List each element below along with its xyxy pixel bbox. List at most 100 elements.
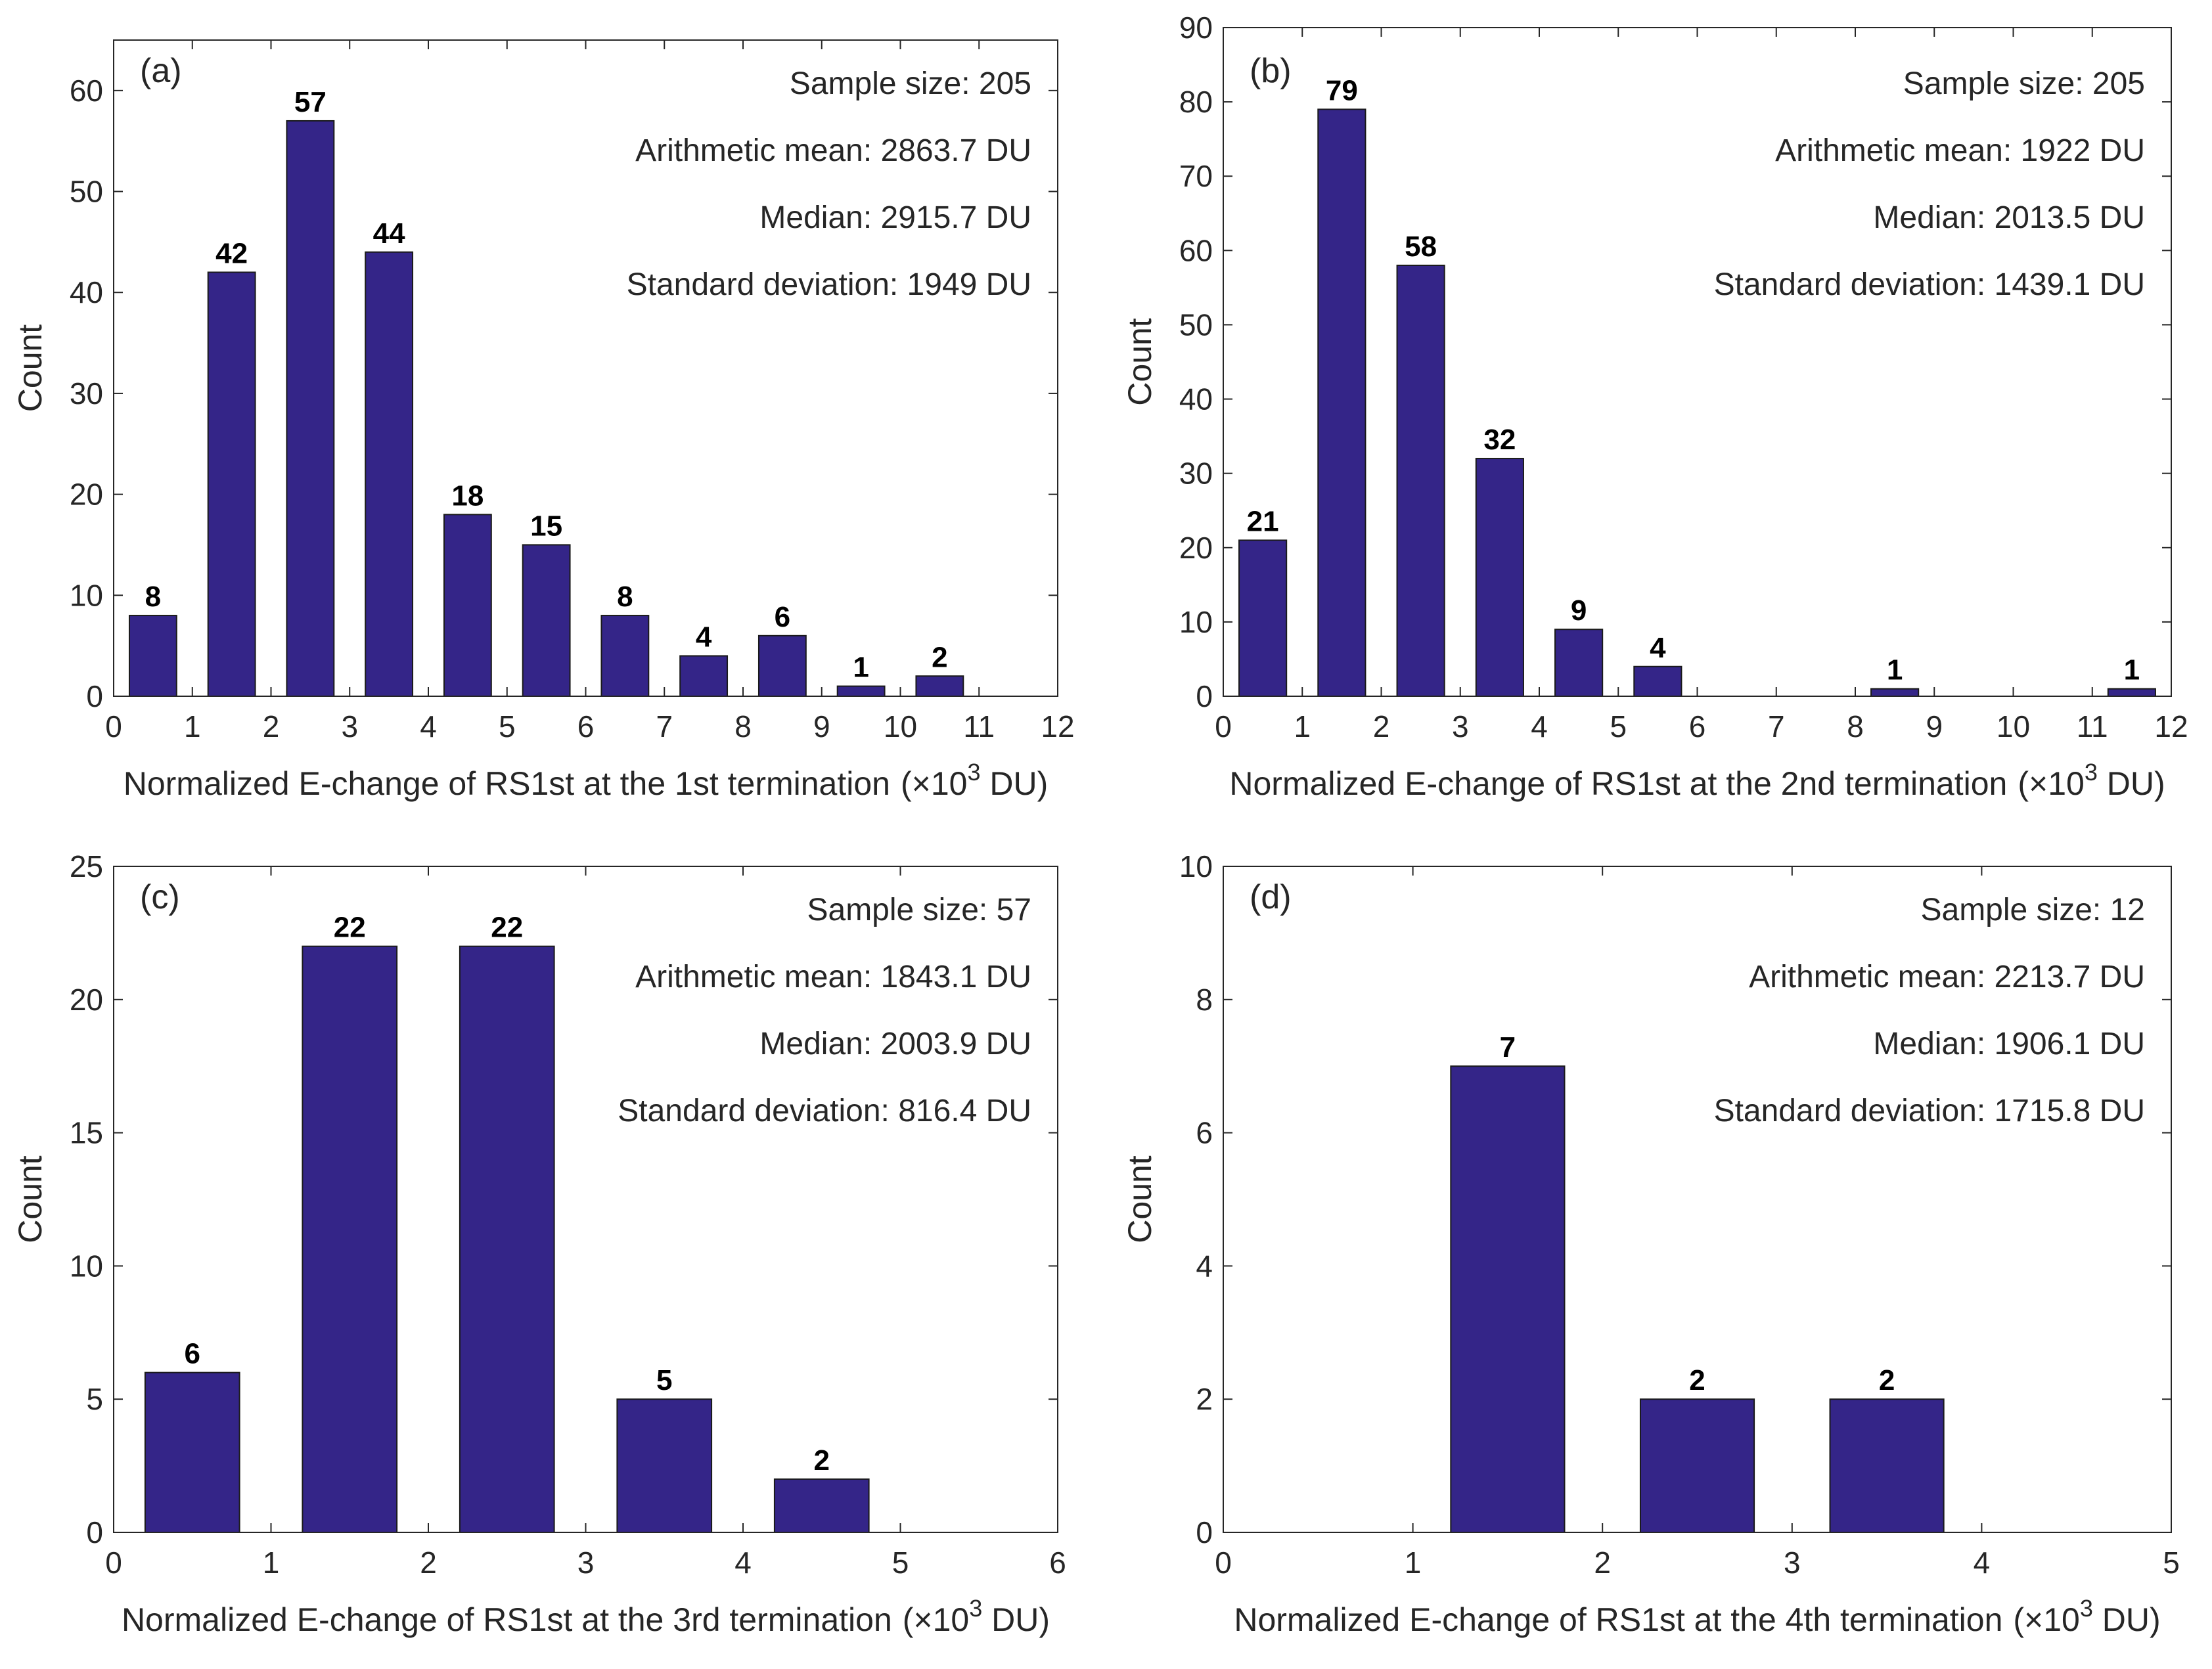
x-axis-unit-prefix: (×10 [901, 765, 967, 802]
y-tick-label: 50 [1179, 307, 1213, 342]
x-axis-unit-exponent: 3 [2085, 759, 2098, 786]
bar-value-label: 22 [491, 912, 523, 944]
panel-label: (b) [1250, 52, 1292, 90]
stat-line: Arithmetic mean: 2863.7 DU [635, 133, 1031, 168]
x-tick-label: 2 [263, 709, 280, 744]
stat-line: Median: 1906.1 DU [1873, 1027, 2145, 1061]
y-tick-label: 30 [1179, 456, 1213, 491]
x-axis-label: Normalized E-change of RS1st at the 4th … [1234, 1595, 2160, 1638]
x-tick-label: 10 [1997, 709, 2030, 744]
x-tick-label: 6 [1689, 709, 1706, 744]
bar-value-label: 21 [1247, 505, 1279, 537]
x-tick-label: 1 [1294, 709, 1311, 744]
bars-group: 8 42 57 44 18 15 8 4 6 1 2 [128, 86, 964, 698]
x-axis-unit-suffix: DU) [2093, 1601, 2161, 1638]
x-tick-label: 10 [884, 709, 917, 744]
x-tick-label: 5 [2163, 1546, 2180, 1580]
y-tick-label: 70 [1179, 159, 1213, 193]
histogram-bar [443, 514, 492, 697]
x-tick-label: 0 [1215, 1546, 1232, 1580]
y-tick-label: 40 [1179, 382, 1213, 416]
y-tick-label: 0 [1196, 1515, 1213, 1549]
bar-value-label: 2 [814, 1444, 830, 1477]
y-tick-label: 50 [70, 175, 103, 209]
histogram-bar [600, 615, 650, 697]
histogram-bar [1639, 1398, 1755, 1533]
y-tick-label: 10 [1179, 849, 1213, 883]
x-tick-label: 8 [1847, 709, 1864, 744]
histogram-bar [207, 271, 256, 697]
bar-value-label: 4 [1650, 632, 1666, 664]
bar-value-label: 2 [1879, 1364, 1895, 1396]
x-tick-label: 5 [892, 1546, 909, 1580]
y-ticks: 0 10 20 30 40 50 60 70 80 90 [1179, 11, 2171, 713]
stats-block: Sample size: 57 Arithmetic mean: 1843.1 D… [618, 893, 1031, 1128]
stat-line: Arithmetic mean: 2213.7 DU [1749, 960, 2145, 994]
x-tick-label: 2 [420, 1546, 437, 1580]
y-axis-label: Count [1121, 318, 1158, 406]
histogram-bar [1554, 629, 1604, 698]
bar-value-label: 8 [145, 581, 161, 613]
axes-box [1223, 866, 2172, 1533]
stat-line: Median: 2013.5 DU [1873, 200, 2145, 235]
bar-value-label: 8 [617, 581, 633, 613]
x-tick-label: 9 [813, 709, 830, 744]
x-tick-label: 3 [1784, 1546, 1801, 1580]
stat-line: Sample size: 12 [1920, 893, 2145, 927]
y-tick-label: 10 [70, 1249, 103, 1283]
panel-label: (a) [140, 52, 182, 90]
bar-value-label: 1 [853, 652, 869, 684]
bar-value-label: 1 [2124, 654, 2140, 686]
x-tick-label: 1 [1405, 1546, 1422, 1580]
bar-value-label: 44 [373, 217, 405, 250]
x-axis-unit-prefix: (×10 [2018, 765, 2084, 802]
x-tick-label: 9 [1926, 709, 1943, 744]
stat-line: Sample size: 205 [790, 66, 1031, 101]
x-tick-label: 2 [1373, 709, 1390, 744]
histogram-bar [773, 1478, 870, 1533]
stat-line: Median: 2003.9 DU [759, 1027, 1031, 1061]
x-tick-label: 7 [656, 709, 673, 744]
y-tick-label: 10 [1179, 605, 1213, 639]
x-tick-label: 1 [184, 709, 201, 744]
x-axis-unit-exponent: 3 [2080, 1595, 2093, 1622]
x-tick-label: 7 [1768, 709, 1785, 744]
x-axis-unit-suffix: DU) [982, 1601, 1050, 1638]
x-ticks: 0 1 2 3 4 5 6 7 8 9 10 11 12 [1215, 28, 2188, 744]
x-axis-label: Normalized E-change of RS1st at the 1st … [124, 759, 1049, 802]
x-tick-label: 3 [577, 1546, 595, 1580]
histogram-bar [1870, 688, 1920, 697]
bar-value-label: 57 [294, 86, 327, 118]
histogram-bar [1238, 539, 1288, 698]
x-tick-label: 12 [2154, 709, 2188, 744]
histogram-bar [365, 251, 414, 697]
y-tick-label: 20 [1179, 531, 1213, 565]
x-tick-label: 5 [499, 709, 516, 744]
bar-value-label: 1 [1887, 654, 1903, 686]
x-tick-label: 1 [263, 1546, 280, 1580]
bar-value-label: 18 [451, 479, 484, 512]
histogram-bar [1633, 665, 1682, 697]
bars-group: 7 2 2 [1450, 1031, 1945, 1533]
y-tick-label: 2 [1196, 1382, 1213, 1416]
bar-value-label: 15 [530, 510, 562, 542]
x-tick-label: 6 [577, 709, 595, 744]
y-tick-label: 0 [1196, 679, 1213, 713]
histogram-bar [1475, 458, 1524, 697]
bar-value-label: 2 [932, 641, 947, 673]
y-tick-label: 15 [70, 1116, 103, 1150]
x-axis-label-text: Normalized E-change of RS1st at the 4th … [1234, 1601, 2002, 1638]
y-tick-label: 0 [86, 679, 103, 713]
y-tick-label: 25 [70, 849, 103, 883]
x-tick-label: 0 [105, 1546, 122, 1580]
x-axis-unit-prefix: (×10 [2013, 1601, 2079, 1638]
y-tick-label: 80 [1179, 85, 1213, 119]
stat-line: Sample size: 57 [807, 893, 1031, 927]
y-tick-label: 40 [70, 275, 103, 309]
bar-value-label: 6 [185, 1338, 200, 1370]
